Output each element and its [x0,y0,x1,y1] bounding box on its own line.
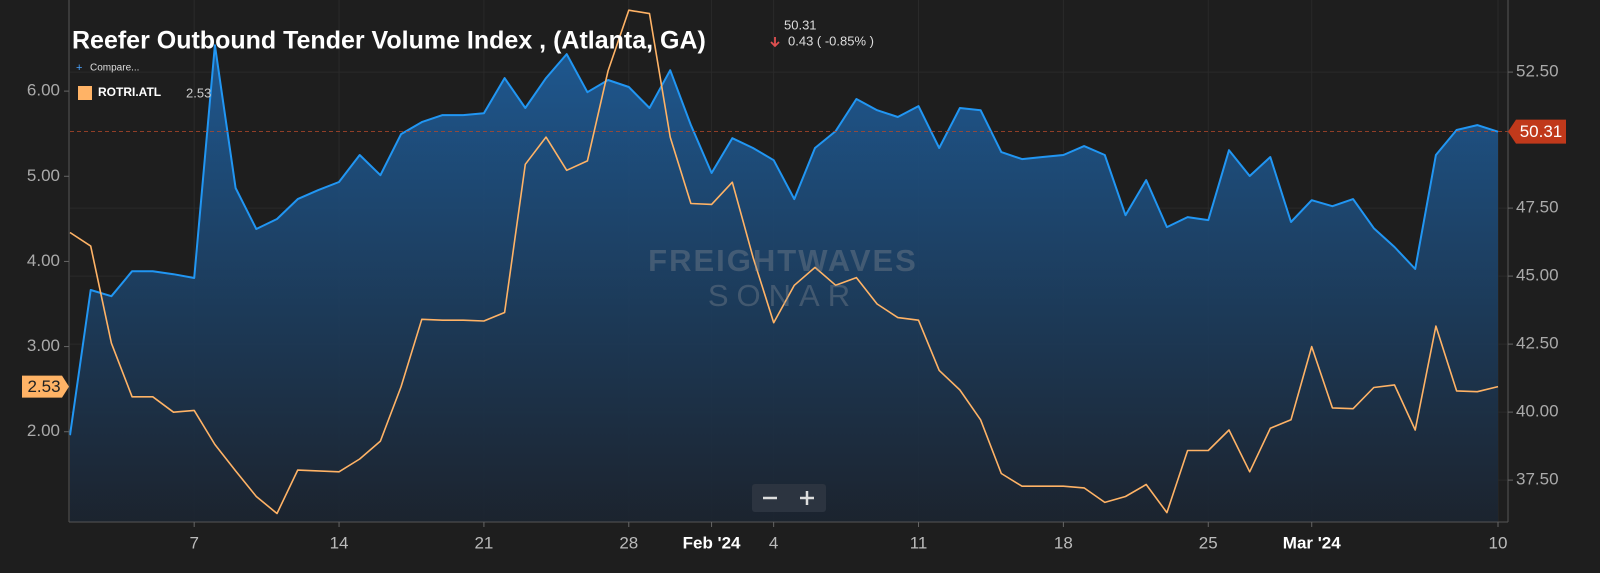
last-value-badge [1508,119,1566,144]
y2-tick-label: 45.00 [1516,266,1559,285]
change: 0.43 ( -0.85% ) [788,33,874,48]
x-tick-label: Mar '24 [1283,533,1341,552]
y-tick-label: 5.00 [27,166,60,185]
x-tick-label: 14 [330,533,349,552]
x-tick-label: Feb '24 [683,533,741,552]
x-tick-label: 4 [769,533,778,552]
chart-title: Reefer Outbound Tender Volume Index , (A… [72,27,706,55]
x-tick-label: 18 [1054,533,1073,552]
compare-icon[interactable]: + [76,62,82,74]
y-tick-label: 3.00 [27,336,60,355]
y2-tick-label: 37.50 [1516,470,1559,489]
line [69,44,1499,436]
down-arrow [770,37,780,48]
x-tick-label: 21 [474,533,493,552]
watermark: FREIGHTWAVES SONAR [648,243,918,313]
y2-tick-label: 47.50 [1516,198,1559,217]
y2-tick-label: 42.50 [1516,334,1559,353]
watermark-text: FREIGHTWAVES [648,243,918,278]
x-tick-label: 25 [1199,533,1218,552]
y2-tick-label: 40.00 [1516,402,1559,421]
last-value-label: 2.53 [27,377,60,396]
legend-swatch [78,86,92,100]
y-tick-label: 4.00 [27,251,60,270]
zoom-controls [752,484,826,512]
last-value-badge [22,375,69,398]
x-tick-label: 7 [189,533,198,552]
watermark-text: SONAR [708,278,858,313]
last-value-label: 50.31 [1520,122,1563,141]
legend-value: 2.53 [186,85,211,100]
x-tick-label: 28 [619,533,638,552]
compare-button[interactable]: Compare... [90,63,139,74]
current-value: 50.31 [784,17,817,32]
legend-label[interactable]: ROTRI.ATL [98,85,161,99]
x-tick-label: 11 [910,533,928,552]
y-tick-label: 2.00 [27,421,60,440]
y2-tick-label: 52.50 [1516,62,1559,81]
y-tick-label: 6.00 [27,81,60,100]
x-tick-label: 10 [1489,533,1508,552]
line [69,9,1499,515]
area [70,45,1498,522]
